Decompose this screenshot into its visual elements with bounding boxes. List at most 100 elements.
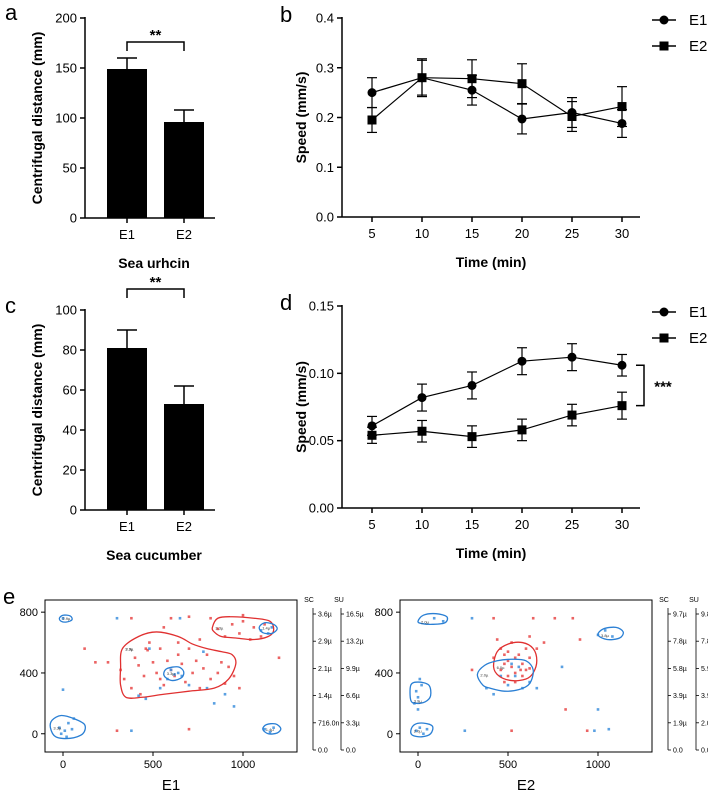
legend-label: E1: [689, 12, 707, 29]
data-point-e2: [130, 729, 133, 733]
data-point-e2: [67, 721, 70, 725]
x-tick-label: 30: [615, 226, 629, 241]
data-point-e1: [492, 616, 495, 620]
data-point-e2: [416, 708, 420, 711]
data-point-e1: [585, 729, 589, 733]
y-tick-label: 50: [63, 161, 77, 176]
data-point-e1: [144, 647, 148, 650]
data-point-e2: [417, 73, 427, 83]
data-point-e1: [187, 615, 191, 619]
data-point-e2: [416, 695, 420, 699]
sc-scale-tick-label: 2.9µ: [318, 639, 332, 646]
data-point-e2: [420, 683, 423, 687]
sc-scale-tick-label: 1.4µ: [318, 693, 332, 700]
data-point-e1: [176, 653, 180, 657]
y-tick-label: 100: [55, 111, 77, 126]
data-point-e2: [560, 665, 564, 669]
data-point-e2: [270, 626, 274, 629]
significance-marker: ***: [654, 378, 672, 395]
data-point-e1: [162, 683, 166, 687]
y-tick-label: 20: [63, 463, 77, 478]
data-point-e2: [567, 112, 577, 122]
x-tick-label: 10: [415, 226, 429, 241]
data-point-e1: [184, 680, 187, 684]
x-tick-label: 500: [499, 759, 517, 771]
y-tick-label: 0: [387, 729, 393, 741]
data-point-e1: [176, 641, 180, 644]
y-tick-label: 800: [375, 607, 393, 619]
su-scale-tick-label: 16.5µ: [346, 612, 364, 619]
y-tick-label: 0.1: [316, 160, 334, 175]
data-point-e1: [617, 360, 627, 370]
data-point-e1: [492, 656, 495, 660]
x-tick-label: 30: [615, 517, 629, 532]
su-scale-tick-label: 3.3µ: [346, 720, 360, 727]
data-point-e2: [485, 686, 488, 690]
data-point-e1: [367, 88, 377, 98]
density-contour-e2: [58, 614, 73, 623]
data-point-e1: [191, 671, 194, 675]
data-point-e1: [232, 674, 236, 678]
data-point-e1: [506, 650, 510, 653]
data-point-e2: [63, 729, 67, 733]
data-point-e1: [173, 674, 176, 678]
density-contour-e2: [49, 714, 86, 740]
data-point-e1: [238, 686, 241, 690]
density-contour-e2: [409, 681, 432, 705]
data-point-e1: [137, 664, 140, 667]
data-point-e1: [230, 623, 234, 626]
data-point-e2: [137, 694, 140, 698]
su-scale-tick-label: 2.0µ: [701, 720, 708, 727]
data-point-e1: [567, 352, 577, 362]
data-point-e1: [503, 662, 506, 666]
data-point-e2: [144, 697, 148, 701]
sc-scale-tick-label: 0.0: [673, 748, 683, 755]
data-point-e1: [524, 647, 528, 650]
sc-scale-tick-label: 3.9µ: [673, 693, 687, 700]
contour-label: 2.9µ: [125, 647, 134, 652]
bar: [107, 69, 147, 218]
data-point-e2: [535, 686, 539, 690]
x-axis-label: E2: [517, 777, 535, 793]
y-tick-label: 0: [70, 503, 77, 518]
data-point-e2: [205, 686, 209, 690]
panel-label: d: [280, 290, 292, 315]
y-axis-label: Speed (mm/s): [293, 361, 309, 453]
data-point-e2: [59, 732, 63, 736]
contour-label: 6.0µ: [497, 665, 506, 670]
data-point-e2: [441, 619, 445, 623]
data-point-e2: [567, 410, 577, 420]
series-line-e2: [371, 77, 623, 121]
density-contour-e2: [476, 658, 534, 692]
data-point-e2: [223, 692, 227, 696]
bar: [107, 348, 147, 510]
data-point-e1: [169, 616, 173, 620]
data-point-e1: [519, 668, 522, 672]
su-scale-tick-label: 6.6µ: [346, 693, 360, 700]
density-contour-e2: [597, 626, 624, 641]
y-axis-label: Centrifugal distance (mm): [29, 32, 45, 205]
data-point-e1: [142, 674, 146, 678]
significance-bracket: [126, 288, 185, 298]
y-tick-label: 0.00: [309, 501, 334, 516]
bar: [164, 404, 204, 510]
y-tick-label: 100: [55, 303, 77, 318]
data-point-e1: [528, 635, 531, 638]
contour-label: 1.4µ: [266, 727, 275, 732]
contour-label: 3.3µ: [167, 671, 176, 676]
significance-bracket: [126, 41, 185, 51]
data-point-e1: [564, 708, 567, 711]
data-point-e1: [106, 661, 110, 664]
y-tick-label: 200: [55, 11, 77, 26]
data-point-e1: [517, 356, 527, 366]
data-point-e1: [241, 619, 245, 623]
x-tick-label: 15: [465, 517, 479, 532]
legend-marker: [659, 41, 669, 51]
data-point-e2: [607, 727, 611, 731]
data-point-e2: [70, 727, 74, 731]
data-point-e2: [414, 689, 418, 693]
data-point-e2: [506, 683, 510, 687]
data-point-e2: [115, 616, 119, 620]
contour-label: 3.3µ: [215, 625, 224, 630]
